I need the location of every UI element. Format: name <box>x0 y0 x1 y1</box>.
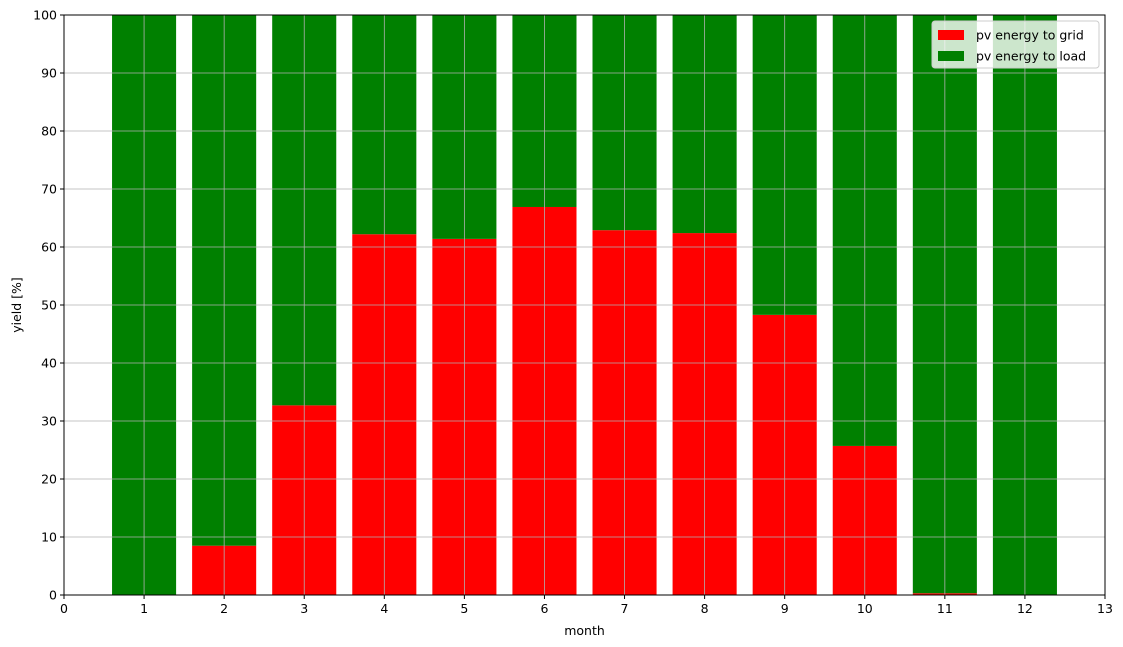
legend-label: pv energy to load <box>976 49 1086 64</box>
x-tick-label: 0 <box>60 601 68 616</box>
x-tick-label: 11 <box>937 601 953 616</box>
y-tick-label: 10 <box>41 530 57 545</box>
x-tick-label: 5 <box>460 601 468 616</box>
x-tick-label: 7 <box>621 601 629 616</box>
x-tick-label: 9 <box>781 601 789 616</box>
y-tick-label: 20 <box>41 472 57 487</box>
y-tick-label: 0 <box>49 588 57 603</box>
y-tick-label: 50 <box>41 298 57 313</box>
y-tick-label: 40 <box>41 356 57 371</box>
x-tick-label: 3 <box>300 601 308 616</box>
x-tick-label: 10 <box>857 601 873 616</box>
x-tick-label: 13 <box>1097 601 1113 616</box>
y-tick-label: 30 <box>41 414 57 429</box>
x-tick-label: 6 <box>540 601 548 616</box>
x-tick-label: 1 <box>140 601 148 616</box>
y-tick-label: 60 <box>41 240 57 255</box>
x-ticks: 0 1 2 3 4 5 6 7 8 9 10 11 12 13 <box>60 595 1113 616</box>
legend-swatch <box>938 30 964 40</box>
legend-swatch <box>938 51 964 61</box>
y-tick-label: 80 <box>41 124 57 139</box>
y-axis-label: yield [%] <box>9 277 24 333</box>
x-axis-label: month <box>564 623 605 638</box>
x-tick-label: 4 <box>380 601 388 616</box>
legend-label: pv energy to grid <box>976 28 1084 43</box>
legend-box <box>931 20 1100 69</box>
y-ticks: 0 10 20 30 40 50 60 70 80 90 100 <box>33 8 64 603</box>
x-tick-label: 8 <box>701 601 709 616</box>
x-tick-label: 12 <box>1017 601 1033 616</box>
x-tick-label: 2 <box>220 601 228 616</box>
y-tick-label: 90 <box>41 66 57 81</box>
y-tick-label: 70 <box>41 182 57 197</box>
legend: pv energy to grid pv energy to load <box>931 20 1100 69</box>
y-tick-label: 100 <box>33 8 57 23</box>
